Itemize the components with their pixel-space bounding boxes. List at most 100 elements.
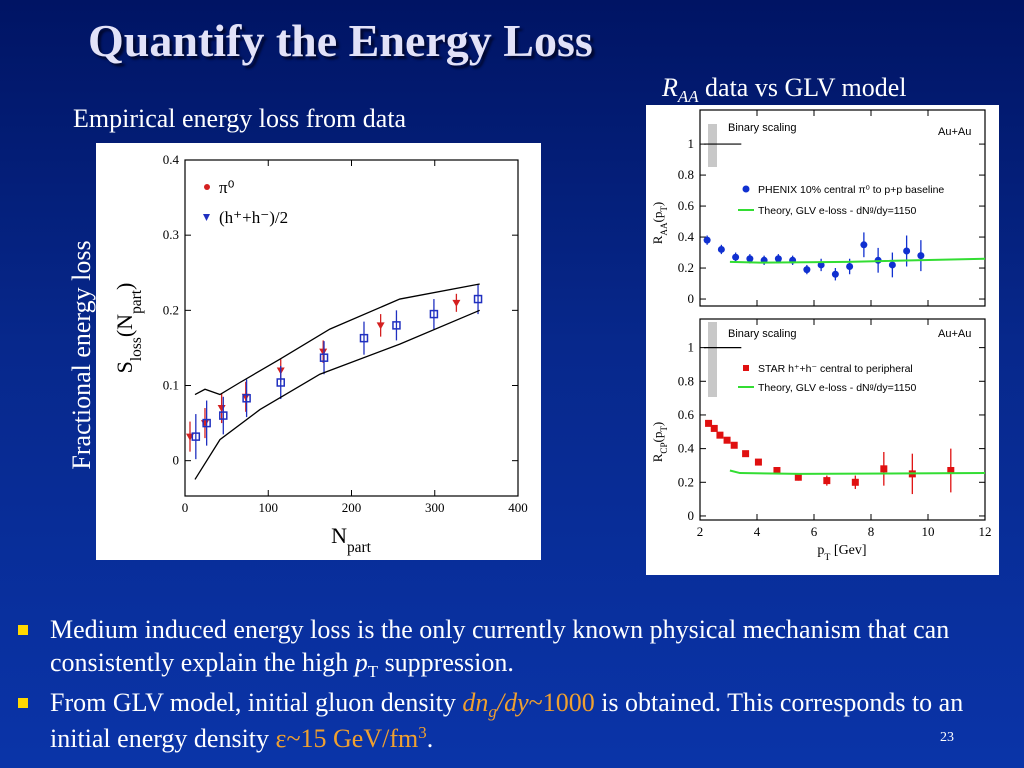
marker: [730, 441, 738, 449]
marker: [276, 378, 285, 387]
marker: [319, 348, 328, 356]
text-run: T: [659, 206, 669, 212]
binary-scaling-band: [708, 322, 717, 397]
y-tick-label: 0.4: [678, 229, 695, 244]
text-run: suppression.: [378, 648, 514, 677]
y-axis-label: Sloss(Npart): [112, 283, 145, 374]
marker: [242, 394, 251, 403]
marker: [219, 411, 228, 420]
marker: [860, 241, 868, 249]
legend-label: PHENIX 10% central π⁰ to p+p baseline: [758, 184, 944, 196]
legend-label: STAR h⁺+h⁻ central to peripheral: [758, 363, 913, 375]
y-tick-label: 0.2: [678, 474, 694, 489]
y-tick-label: 0.8: [678, 373, 694, 388]
legend-label: (h⁺+h⁻)/2: [219, 208, 288, 227]
x-axis-label: Npart: [331, 523, 372, 556]
chart: 0 100 200 300 400 0 0.1 0.2 0.3 0.4 π⁰ (h⁺+h⁻)/2 Slo…: [112, 152, 528, 556]
text-run: /dy: [496, 688, 529, 717]
page-number: 23: [940, 730, 954, 745]
marker: [794, 473, 802, 481]
text-run: T: [659, 426, 669, 432]
text-run: loss: [128, 337, 145, 361]
marker: [716, 431, 724, 439]
marker: [452, 299, 461, 307]
text-run: AA: [659, 222, 669, 236]
side-label: Fractional energy loss: [67, 240, 96, 470]
legend-label: π⁰: [219, 178, 235, 197]
marker: [823, 477, 831, 485]
text-run: R: [650, 235, 665, 244]
bullet: From GLV model, initial gluon density dn…: [18, 686, 1008, 758]
marker: [846, 262, 854, 270]
right-caption: RAA data vs GLV model: [662, 73, 907, 106]
marker: [473, 294, 483, 304]
annotation: Binary scaling: [728, 328, 796, 340]
text-run: T: [824, 552, 830, 563]
marker: [903, 247, 911, 255]
text-run: CP: [659, 442, 669, 453]
text-run: data vs GLV model: [698, 73, 907, 102]
text-run: Medium induced energy loss is the only c…: [50, 615, 950, 677]
marker: [947, 467, 955, 475]
plot-frame: [699, 109, 986, 307]
left-caption: Empirical energy loss from data: [73, 104, 407, 133]
y-tick-label: 0: [173, 453, 180, 468]
x-tick-label: 2: [697, 524, 704, 539]
line-series: [194, 283, 480, 396]
text-run: R: [662, 73, 678, 102]
text-run: is obtained. This corresponds to an init…: [50, 688, 964, 753]
text-run: p: [354, 648, 368, 677]
text-run: 3: [418, 722, 427, 742]
legend-swatch: [203, 214, 210, 221]
text-run: (p: [650, 432, 665, 443]
x-tick-label: 12: [979, 524, 992, 539]
legend-label: Theory, GLV e-loss - dNᵍ/dy=1150: [758, 382, 916, 394]
text-run: From GLV model, initial gluon density: [50, 688, 463, 717]
marker: [880, 465, 888, 473]
annotation: Au+Au: [938, 126, 971, 138]
marker: [746, 255, 754, 263]
text-run: dn: [462, 688, 489, 717]
text-run: ): [650, 422, 665, 426]
marker: [917, 252, 925, 260]
x-tick-label: 100: [259, 500, 279, 515]
annotation: Binary scaling: [728, 122, 796, 134]
legend-swatch: [204, 184, 210, 190]
x-tick-label: 10: [922, 524, 935, 539]
x-tick-label: 4: [754, 524, 761, 539]
text-run: T: [367, 661, 379, 681]
marker: [705, 419, 713, 427]
y-tick-label: 0.1: [163, 378, 179, 393]
y-tick-label: 0.6: [678, 198, 695, 213]
y-tick-label: 0.2: [163, 302, 179, 317]
chart: 2 4 6 8 10 12 0 0.2 0.4 0.6 0.8 1 Binary scaling Au+A…: [650, 318, 992, 563]
marker: [773, 467, 781, 475]
text-run: AA: [677, 86, 699, 106]
marker: [803, 266, 811, 274]
marker: [359, 333, 369, 343]
marker: [723, 436, 731, 444]
text-run: ): [650, 202, 665, 206]
y-tick-label: 0: [688, 508, 695, 523]
text-run: (p: [650, 212, 665, 223]
x-tick-label: 200: [342, 500, 362, 515]
marker: [717, 245, 725, 253]
marker: [191, 432, 201, 441]
text-run: p: [817, 543, 824, 558]
y-tick-label: 0: [688, 291, 695, 306]
x-tick-label: 0: [182, 500, 189, 515]
text-run: ε~15 GeV/fm: [275, 724, 419, 753]
marker: [754, 458, 762, 466]
marker: [376, 322, 385, 330]
x-tick-label: 300: [425, 500, 445, 515]
y-tick-label: 0.6: [678, 407, 695, 422]
marker: [851, 478, 859, 486]
right-figure: 0 0.2 0.4 0.6 0.8 1 Binary scaling Au+Au PHENIX …: [646, 105, 999, 575]
bullet: Medium induced energy loss is the only c…: [18, 613, 1008, 682]
text-run: S: [112, 361, 137, 373]
text-run: (N: [112, 314, 137, 337]
marker: [392, 321, 401, 330]
text-run: part: [347, 539, 372, 556]
text-run: [Gev]: [830, 543, 866, 558]
